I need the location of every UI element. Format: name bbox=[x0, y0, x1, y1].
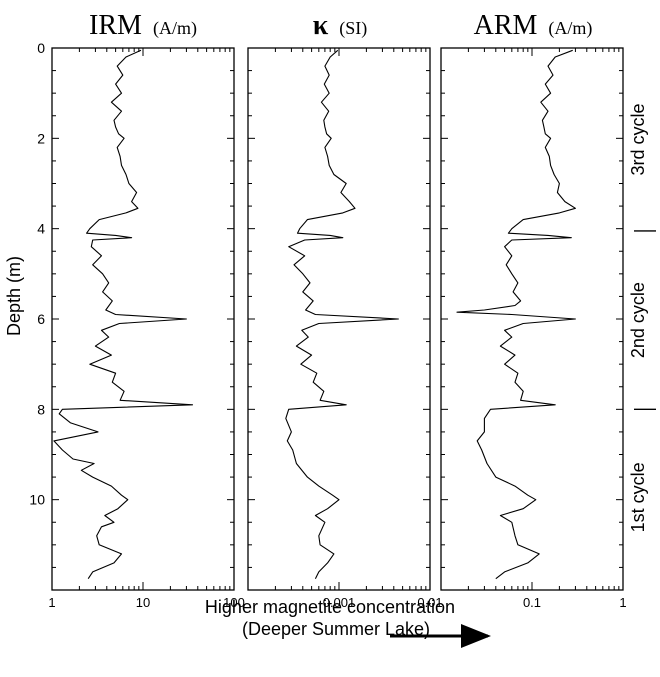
y-tick-label: 8 bbox=[37, 401, 45, 417]
cycle-label: 3rd cycle bbox=[628, 103, 648, 175]
x-tick-label: 0.01 bbox=[417, 595, 442, 610]
x-tick-label: 10 bbox=[136, 595, 150, 610]
panel-kappa: 0.001 0.01 bbox=[247, 47, 443, 610]
y-tick-label: 4 bbox=[37, 221, 45, 237]
y-tick-label: 10 bbox=[29, 492, 45, 508]
series-line-irm bbox=[53, 49, 194, 580]
x-tick-label: 0.001 bbox=[323, 595, 356, 610]
panels-layer: 1 10 100 0.001 0.01 0.1 1 bbox=[48, 47, 627, 610]
y-tick-label: 6 bbox=[37, 311, 45, 327]
cycle-label: 2nd cycle bbox=[628, 282, 648, 358]
panel-arm: 0.1 1 bbox=[440, 47, 627, 610]
panel-title-kappa: κ (SI) bbox=[313, 10, 368, 41]
panel-title-arm: ARM (A/m) bbox=[474, 10, 593, 41]
panel-frame bbox=[247, 47, 431, 591]
cycle-annotations: 3rd cycle 2nd cycle 1st cycle bbox=[628, 103, 656, 532]
panel-title-irm: IRM (A/m) bbox=[89, 10, 197, 41]
x-tick-label: 1 bbox=[48, 595, 55, 610]
footer-line-2: (Deeper Summer Lake) bbox=[241, 619, 431, 639]
x-tick-label: 0.1 bbox=[523, 595, 541, 610]
panel-frame bbox=[440, 47, 624, 591]
panel-frame bbox=[51, 47, 235, 591]
x-tick-label: 100 bbox=[223, 595, 245, 610]
footer-line-1: Higher magnetite concentration bbox=[204, 597, 456, 617]
y-tick-label: 2 bbox=[37, 130, 45, 146]
y-tick-label: 0 bbox=[37, 40, 45, 56]
y-tick-labels: 0 2 4 6 8 10 bbox=[29, 40, 45, 508]
footer-caption: Higher magnetite concentration (Deeper S… bbox=[0, 596, 660, 640]
series-line-kappa bbox=[285, 49, 399, 579]
x-tick-label: 1 bbox=[619, 595, 626, 610]
cycle-label: 1st cycle bbox=[628, 462, 648, 532]
series-line-arm bbox=[456, 49, 576, 580]
panel-irm: 1 10 100 bbox=[48, 47, 245, 610]
y-axis-label: Depth (m) bbox=[4, 256, 24, 336]
